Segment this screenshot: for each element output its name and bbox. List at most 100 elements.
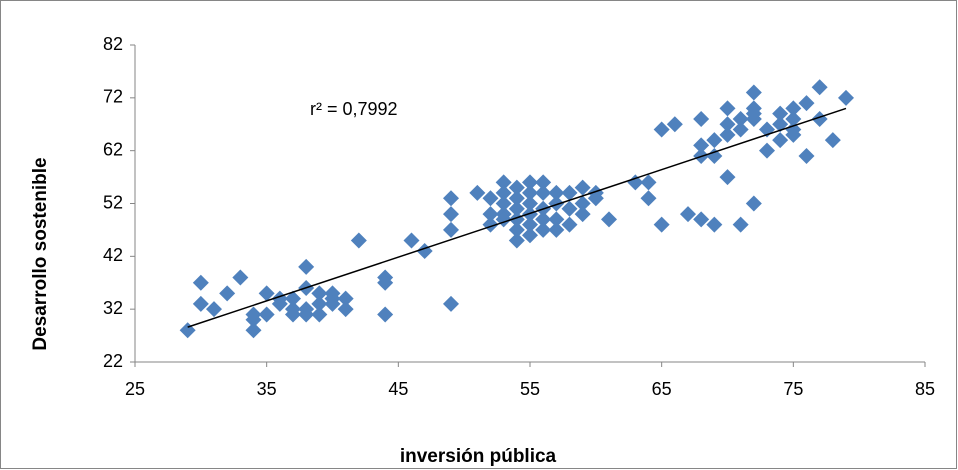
point xyxy=(219,285,236,302)
y-tick-label: 72 xyxy=(103,87,123,107)
point xyxy=(759,142,775,159)
x-tick-label: 85 xyxy=(915,379,935,399)
point xyxy=(232,269,249,286)
y-tick-label: 22 xyxy=(103,351,123,371)
y-tick-label: 62 xyxy=(103,139,123,159)
x-tick-label: 45 xyxy=(388,379,408,399)
point xyxy=(601,211,617,228)
x-tick-label: 65 xyxy=(652,379,672,399)
point xyxy=(311,295,328,312)
point xyxy=(785,100,802,117)
point xyxy=(535,221,552,238)
point xyxy=(522,227,538,244)
point xyxy=(719,126,736,143)
point xyxy=(522,174,538,191)
point xyxy=(811,79,828,96)
point xyxy=(785,126,802,143)
point xyxy=(535,211,552,228)
point xyxy=(377,274,394,291)
point xyxy=(324,285,341,302)
point xyxy=(311,306,328,323)
point xyxy=(548,195,565,212)
point xyxy=(811,110,828,127)
point xyxy=(798,95,815,112)
point xyxy=(285,290,301,307)
point xyxy=(706,132,723,149)
point xyxy=(548,211,565,228)
point xyxy=(627,174,644,191)
point xyxy=(574,206,591,223)
point xyxy=(495,184,512,201)
point xyxy=(745,195,762,212)
point xyxy=(640,190,657,207)
point xyxy=(574,195,591,212)
point xyxy=(443,190,459,207)
point xyxy=(680,206,696,223)
point xyxy=(298,306,315,323)
point xyxy=(192,295,209,312)
point xyxy=(666,116,683,133)
point xyxy=(311,285,328,302)
point xyxy=(522,195,538,212)
point xyxy=(443,295,459,312)
point xyxy=(508,200,525,217)
point xyxy=(522,184,538,201)
point xyxy=(732,216,749,233)
point xyxy=(508,190,525,207)
y-tick-label: 52 xyxy=(103,192,123,212)
point xyxy=(258,306,275,323)
point xyxy=(350,232,367,249)
point xyxy=(245,322,262,339)
y-tick-label: 42 xyxy=(103,245,123,265)
annotation: r² = 0,7992 xyxy=(310,99,398,119)
point xyxy=(495,174,512,191)
x-tick-label: 55 xyxy=(520,379,540,399)
point xyxy=(732,110,749,127)
point xyxy=(324,295,341,312)
point xyxy=(719,169,736,186)
point xyxy=(693,110,710,127)
point xyxy=(548,184,565,201)
y-axis-label: Desarrollo sostenible xyxy=(30,157,51,350)
point xyxy=(337,301,354,318)
point xyxy=(443,221,459,238)
point xyxy=(508,179,525,196)
point xyxy=(548,221,565,238)
point xyxy=(798,147,815,164)
y-tick-label: 32 xyxy=(103,298,123,318)
point xyxy=(745,84,762,101)
x-tick-label: 35 xyxy=(257,379,277,399)
point xyxy=(838,89,854,106)
point xyxy=(495,195,512,212)
point xyxy=(285,306,301,323)
point xyxy=(192,274,209,291)
point xyxy=(561,200,578,217)
point xyxy=(377,306,394,323)
point xyxy=(508,211,525,228)
point xyxy=(706,147,723,164)
point xyxy=(337,290,354,307)
point xyxy=(587,190,604,207)
point xyxy=(719,100,736,117)
y-tick-label: 82 xyxy=(103,34,123,54)
point xyxy=(693,211,710,228)
point xyxy=(535,174,552,191)
point xyxy=(745,110,762,127)
point xyxy=(640,174,657,191)
point xyxy=(772,105,789,122)
point xyxy=(508,221,525,238)
point xyxy=(653,121,670,138)
point xyxy=(561,184,578,201)
trendline xyxy=(187,107,847,328)
point xyxy=(561,216,578,233)
point xyxy=(719,116,736,133)
point xyxy=(298,258,315,275)
point xyxy=(574,179,591,196)
point xyxy=(706,216,723,233)
point xyxy=(443,206,459,223)
point xyxy=(245,306,262,323)
point xyxy=(508,232,525,249)
point xyxy=(469,184,486,201)
